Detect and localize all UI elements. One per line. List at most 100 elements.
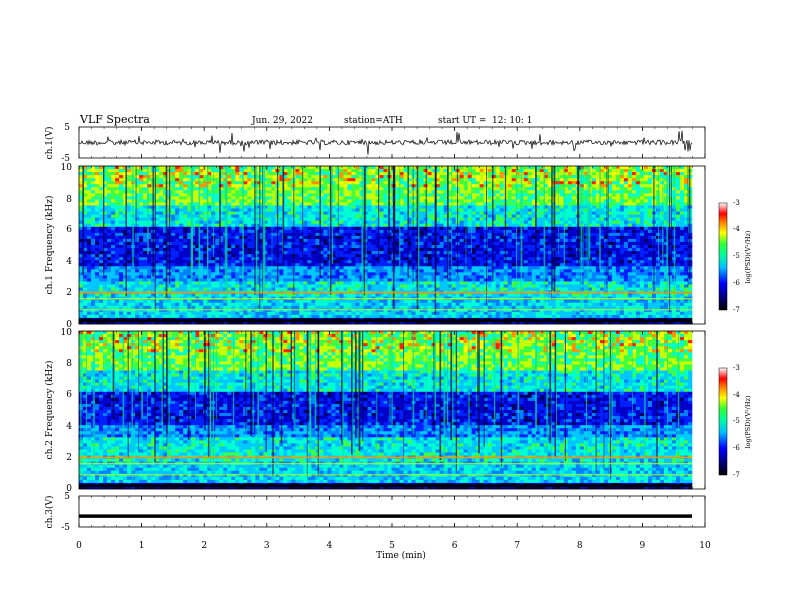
spectrogram-cell <box>127 217 132 221</box>
spectrogram-cell <box>247 190 252 194</box>
spectrogram-cell <box>299 187 304 191</box>
spectrogram-cell <box>535 166 541 170</box>
spectrogram-cell <box>295 208 300 212</box>
spectrogram-cell <box>383 235 388 240</box>
spectrogram-cell <box>407 241 412 246</box>
spectrogram-cell <box>319 217 324 221</box>
spectrogram-cell <box>347 226 352 231</box>
spectrogram-cell <box>439 241 444 246</box>
spectrogram-cell <box>647 178 653 182</box>
spectrogram-cell <box>459 169 464 173</box>
spectrogram-cell <box>595 187 601 191</box>
spectrogram-cell <box>487 238 492 243</box>
spectrogram-cell <box>675 166 681 170</box>
spectrogram-cell <box>395 251 400 255</box>
spectrogram-cell <box>611 241 617 246</box>
spectrogram-cell <box>159 235 164 240</box>
spectrogram-cell <box>355 235 360 240</box>
spectrogram-cell <box>631 184 637 188</box>
spectrogram-cell <box>379 263 384 267</box>
spectrogram-cell <box>79 187 84 191</box>
spectrogram-cell <box>207 178 212 182</box>
spectrogram-cell <box>487 166 492 170</box>
spectrogram-cell <box>567 223 573 228</box>
spectrogram-cell <box>663 226 669 231</box>
spectrogram-cell <box>531 254 537 258</box>
spectrogram-cell <box>215 257 220 261</box>
spectrogram-cell <box>139 178 144 182</box>
spectrogram-cell <box>115 232 120 237</box>
spectrogram-cell <box>375 214 380 218</box>
spectrogram-cell <box>215 193 220 197</box>
spectrogram-cell <box>271 199 276 203</box>
spectrogram-cell <box>135 190 140 194</box>
spectrogram-cell <box>115 211 120 215</box>
spectrogram-cell <box>443 199 448 203</box>
spectrogram-cell <box>99 229 104 234</box>
spectrogram-cell <box>539 248 545 252</box>
spectrogram-cell <box>207 187 212 191</box>
spectrogram-cell <box>119 211 124 215</box>
spectrogram-cell <box>279 190 284 194</box>
spectrogram-cell <box>535 260 541 264</box>
spectrogram-cell <box>91 217 96 221</box>
spectrogram-cell <box>511 257 517 261</box>
spectrogram-cell <box>195 241 200 246</box>
spectrogram-cell <box>591 251 597 255</box>
spectrogram-cell <box>683 235 689 240</box>
spectrogram-cell <box>239 190 244 194</box>
spectrogram-cell <box>367 226 372 231</box>
spectrogram-cell <box>243 211 248 215</box>
spectrogram-cell <box>155 190 160 194</box>
spectrogram-cell <box>235 178 240 182</box>
spectrogram-cell <box>507 254 513 258</box>
spectrogram-cell <box>499 175 504 179</box>
spectrogram-cell <box>175 229 180 234</box>
spectrogram-cell <box>279 223 284 228</box>
spectrogram-cell <box>599 223 605 228</box>
spectrogram-cell <box>87 260 92 264</box>
spectrogram-cell <box>407 184 412 188</box>
spectrogram-cell <box>283 251 288 255</box>
spectrogram-cell <box>311 241 316 246</box>
spectrogram-cell <box>195 214 200 218</box>
spectrogram-cell <box>183 257 188 261</box>
spectrogram-cell <box>147 211 152 215</box>
spectrogram-cell <box>627 214 633 218</box>
spectrogram-cell <box>447 232 452 237</box>
spectrogram-cell <box>175 178 180 182</box>
spectrogram-cell <box>311 232 316 237</box>
spectrogram-cell <box>567 211 573 215</box>
spectrogram-cell <box>227 169 232 173</box>
spectrogram-cell <box>679 202 685 206</box>
spectrogram-cell <box>267 211 272 215</box>
spectrogram-cell <box>499 245 504 249</box>
spectrogram-cell <box>615 229 621 234</box>
spectrogram-cell <box>631 241 637 246</box>
spectrogram-cell <box>487 205 492 209</box>
spectrogram-cell <box>679 169 685 173</box>
spectrogram-cell <box>607 178 613 182</box>
spectrogram-cell <box>299 217 304 221</box>
spectrogram-cell <box>251 181 256 185</box>
spectrogram-cell <box>623 248 629 252</box>
spectrogram-cell <box>279 263 284 267</box>
spectrogram-cell <box>567 254 573 258</box>
spectrogram-cell <box>603 172 609 176</box>
spectrogram-cell <box>515 260 521 264</box>
spectrogram-cell <box>619 235 625 240</box>
spectrogram-cell <box>295 175 300 179</box>
spectrogram-cell <box>627 205 633 209</box>
spectrogram-cell <box>371 232 376 237</box>
spectrogram-cell <box>315 175 320 179</box>
spectrogram-cell <box>159 226 164 231</box>
spectrogram-cell <box>483 223 488 228</box>
spectrogram-cell <box>111 193 116 197</box>
spectrogram-cell <box>347 166 352 170</box>
spectrogram-cell <box>199 248 204 252</box>
spectrogram-cell <box>619 190 625 194</box>
spectrogram-cell <box>127 208 132 212</box>
spectrogram-cell <box>143 235 148 240</box>
spectrogram-cell <box>555 166 561 170</box>
spectrogram-cell <box>615 214 621 218</box>
